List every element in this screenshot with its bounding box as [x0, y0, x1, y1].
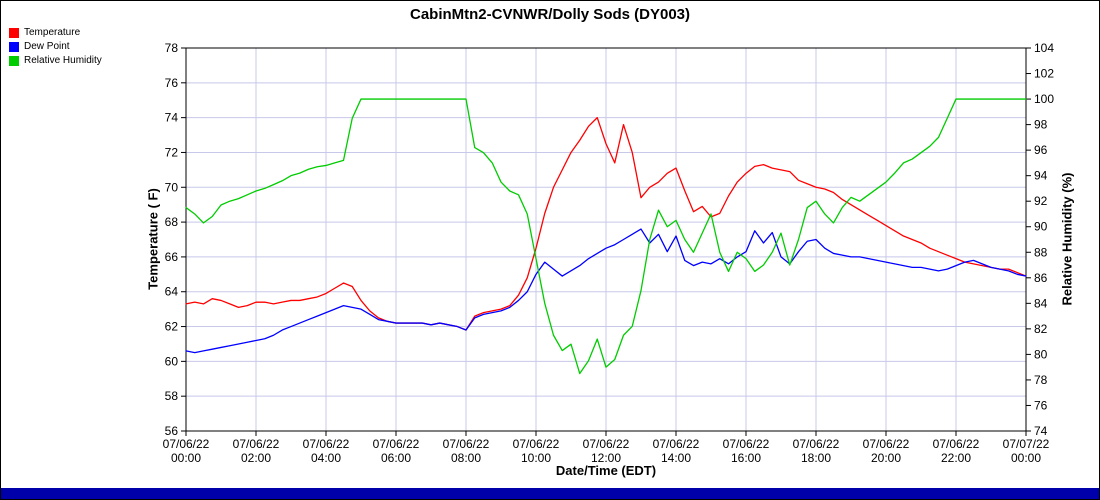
- x-tick-label-date: 07/06/22: [163, 437, 210, 451]
- right-tick-label: 98: [1034, 118, 1048, 132]
- left-tick-label: 74: [165, 111, 179, 125]
- right-tick-label: 94: [1034, 169, 1048, 183]
- left-tick-label: 56: [165, 424, 179, 438]
- chart-title: CabinMtn2-CVNWR/Dolly Sods (DY003): [409, 6, 691, 23]
- x-tick-label-date: 07/06/22: [933, 437, 980, 451]
- right-tick-label: 76: [1034, 398, 1048, 412]
- bottom-status-bar: [1, 488, 1099, 499]
- x-tick-label-time: 10:00: [521, 451, 551, 465]
- right-tick-label: 92: [1034, 194, 1048, 208]
- legend-item-temperature: Temperature: [9, 27, 102, 38]
- x-tick-label-date: 07/06/22: [793, 437, 840, 451]
- x-tick-label-time: 20:00: [871, 451, 901, 465]
- x-tick-label-date: 07/06/22: [373, 437, 420, 451]
- left-tick-label: 70: [165, 180, 179, 194]
- right-tick-label: 78: [1034, 373, 1048, 387]
- left-tick-label: 66: [165, 250, 179, 264]
- right-tick-label: 82: [1034, 322, 1048, 336]
- right-tick-label: 90: [1034, 220, 1048, 234]
- x-tick-label-date: 07/06/22: [863, 437, 910, 451]
- right-tick-label: 88: [1034, 245, 1048, 259]
- x-tick-label-time: 04:00: [311, 451, 341, 465]
- right-tick-label: 102: [1034, 67, 1054, 81]
- legend-item-relative-humidity: Relative Humidity: [9, 55, 102, 66]
- left-tick-label: 78: [165, 41, 179, 55]
- right-tick-label: 104: [1034, 41, 1054, 55]
- left-tick-label: 64: [165, 285, 179, 299]
- right-tick-label: 96: [1034, 143, 1048, 157]
- x-tick-label-date: 07/06/22: [513, 437, 560, 451]
- x-tick-label-date: 07/06/22: [583, 437, 630, 451]
- legend-label-relative-humidity: Relative Humidity: [24, 55, 102, 66]
- x-tick-label-time: 00:00: [1011, 451, 1041, 465]
- x-axis-title: Date/Time (EDT): [555, 463, 657, 478]
- left-tick-label: 62: [165, 320, 179, 334]
- series-line-temperature: [185, 116, 1027, 331]
- left-tick-label: 58: [165, 389, 179, 403]
- right-tick-label: 80: [1034, 347, 1048, 361]
- x-tick-label-time: 02:00: [241, 451, 271, 465]
- x-tick-label-date: 07/06/22: [233, 437, 280, 451]
- x-tick-label-time: 22:00: [941, 451, 971, 465]
- right-tick-label: 86: [1034, 271, 1048, 285]
- chart-legend: Temperature Dew Point Relative Humidity: [9, 27, 102, 69]
- x-tick-label-date: 07/07/22: [1003, 437, 1050, 451]
- right-tick-label: 84: [1034, 296, 1048, 310]
- right-axis-title: Relative Humidity (%): [1059, 172, 1075, 306]
- left-tick-label: 60: [165, 354, 179, 368]
- left-tick-label: 68: [165, 215, 179, 229]
- x-tick-label-time: 14:00: [661, 451, 691, 465]
- left-tick-label: 76: [165, 76, 179, 90]
- legend-label-dew-point: Dew Point: [24, 41, 70, 52]
- x-tick-label-date: 07/06/22: [723, 437, 770, 451]
- relative-humidity-swatch-icon: [9, 55, 19, 66]
- x-tick-label-time: 12:00: [591, 451, 621, 465]
- right-tick-label: 100: [1034, 92, 1054, 106]
- x-tick-label-time: 00:00: [171, 451, 201, 465]
- x-tick-label-time: 08:00: [451, 451, 481, 465]
- temperature-swatch-icon: [9, 27, 19, 38]
- right-tick-label: 74: [1034, 424, 1048, 438]
- x-tick-label-time: 18:00: [801, 451, 831, 465]
- legend-label-temperature: Temperature: [24, 27, 81, 38]
- x-tick-label-date: 07/06/22: [443, 437, 490, 451]
- x-tick-label-time: 16:00: [731, 451, 761, 465]
- dew-point-swatch-icon: [9, 41, 19, 52]
- left-tick-label: 72: [165, 145, 179, 159]
- series-line-relative-humidity: [185, 98, 1027, 375]
- x-tick-label-date: 07/06/22: [303, 437, 350, 451]
- x-tick-label-date: 07/06/22: [653, 437, 700, 451]
- legend-item-dew-point: Dew Point: [9, 41, 102, 52]
- left-axis-title: Temperature ( F): [145, 188, 161, 290]
- series-line-dew-point: [185, 228, 1027, 354]
- x-tick-label-time: 06:00: [381, 451, 411, 465]
